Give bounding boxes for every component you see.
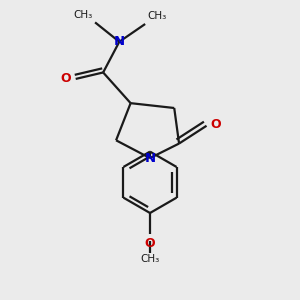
Text: CH₃: CH₃ — [140, 254, 160, 264]
Text: N: N — [144, 152, 156, 165]
Text: O: O — [145, 237, 155, 250]
Text: CH₃: CH₃ — [148, 11, 167, 21]
Text: O: O — [210, 118, 221, 131]
Text: O: O — [61, 72, 71, 86]
Text: CH₃: CH₃ — [73, 10, 92, 20]
Text: N: N — [114, 35, 125, 48]
